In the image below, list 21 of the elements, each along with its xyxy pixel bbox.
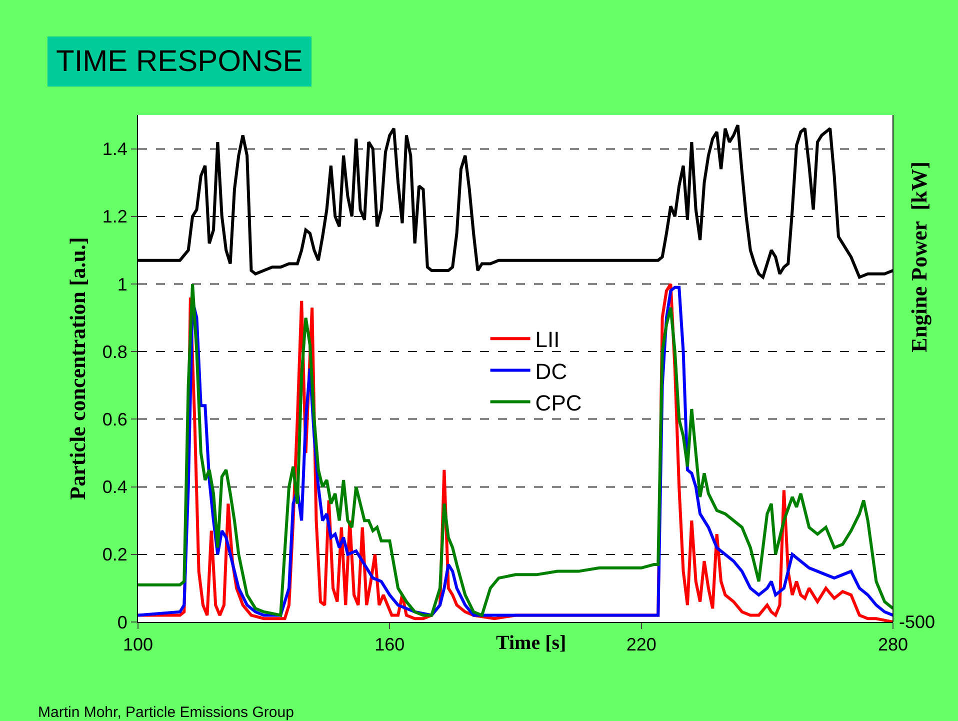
legend-label: CPC	[535, 390, 582, 416]
y-tick-label: 0.2	[102, 544, 128, 565]
x-tick-label: 280	[878, 634, 908, 655]
legend-label: DC	[535, 358, 568, 384]
x-tick-label: 100	[122, 634, 154, 655]
text: -500	[899, 612, 936, 632]
y2-axis-title: Engine Power [kW]	[906, 162, 932, 352]
y-tick-label: 1.4	[102, 139, 128, 160]
x-tick-label: 220	[626, 634, 656, 655]
x-axis-title: Time [s]	[496, 632, 566, 654]
y-tick-label: 1.2	[102, 206, 128, 227]
y-tick-label: 0.4	[102, 477, 128, 498]
text: Martin Mohr, Particle Emissions Group	[38, 704, 294, 721]
y-tick-label: 0.8	[102, 342, 128, 362]
y-tick-label: 0.6	[102, 410, 128, 430]
legend-label: LII	[535, 327, 560, 352]
y-tick-label: 1	[117, 274, 128, 294]
x-tick-label: 160	[374, 634, 405, 655]
chart-title: TIME RESPONSE	[56, 45, 303, 78]
y-axis-title: Particle concentration [a.u.]	[65, 237, 90, 500]
y-tick-label: 0	[117, 612, 128, 632]
